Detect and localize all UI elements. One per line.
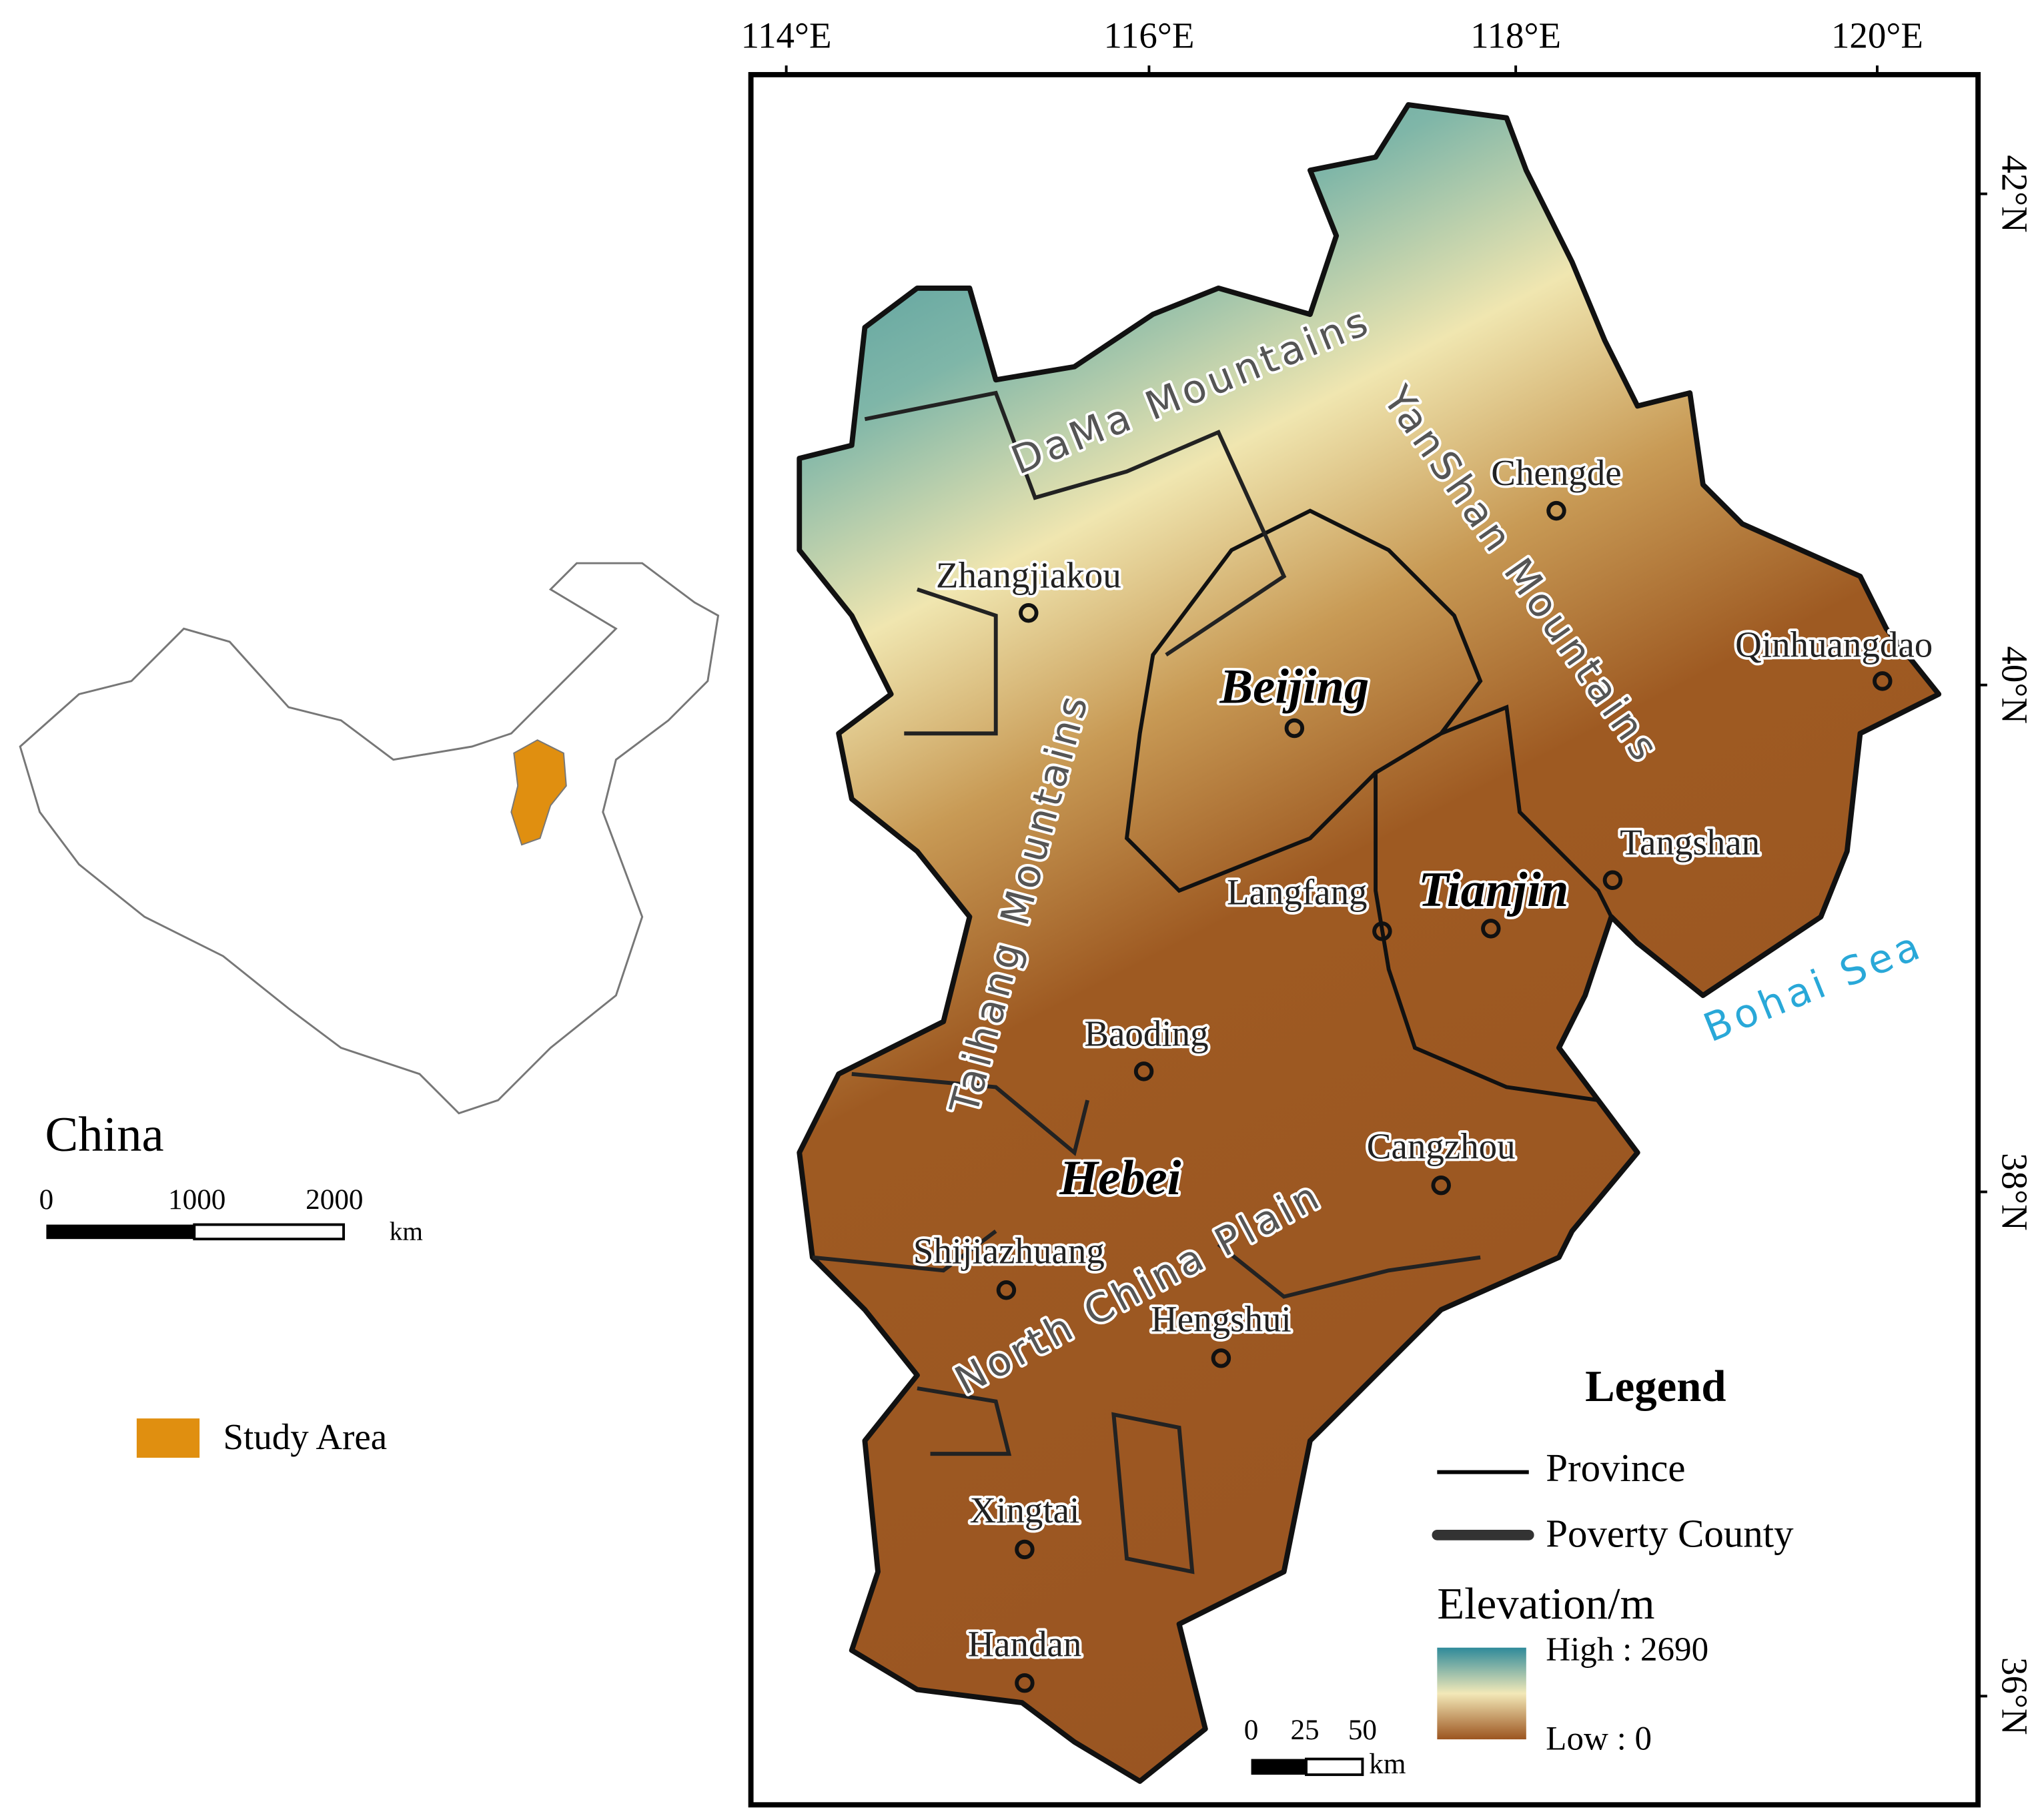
lon-label: 116°E [1103, 15, 1194, 56]
scale-bar [1251, 1759, 1307, 1775]
city-marker [1015, 1673, 1035, 1693]
city-marker [1431, 1175, 1451, 1196]
scale-unit: km [1369, 1749, 1406, 1780]
lon-label: 114°E [741, 15, 832, 56]
city-marker [1873, 671, 1893, 691]
province-label: Beijing [1219, 660, 1369, 715]
city-marker [1372, 921, 1392, 941]
city-label: Handan [967, 1623, 1081, 1664]
capital-marker [1481, 919, 1501, 939]
city-marker [1602, 870, 1623, 890]
capital-marker [1284, 718, 1305, 739]
lon-label: 120°E [1831, 15, 1923, 56]
legend-label: High : 2690 [1546, 1631, 1708, 1669]
scale-label: 1000 [168, 1184, 225, 1216]
scale-label: 0 [1244, 1715, 1259, 1746]
county-boundary [812, 390, 1481, 1574]
lat-label: 36°N [1995, 1657, 2035, 1735]
city-label: Baoding [1084, 1013, 1208, 1053]
city-marker [996, 1280, 1017, 1300]
legend-swatch [136, 1418, 200, 1458]
legend-title: Legend [1585, 1362, 1726, 1411]
city-label: Xingtai [970, 1490, 1080, 1530]
lat-label: 40°N [1995, 646, 2035, 724]
province-label: Tianjin [1418, 863, 1568, 917]
legend-label: Province [1546, 1446, 1685, 1490]
inset-title: China [45, 1107, 163, 1162]
province-label: Hebei [1059, 1151, 1181, 1206]
scale-bar [193, 1223, 346, 1241]
city-label: Chengde [1491, 452, 1621, 493]
elevation-ramp [1437, 1647, 1526, 1740]
lat-label: 42°N [1995, 155, 2035, 233]
city-label: Tangshan [1620, 822, 1760, 863]
study-area [510, 739, 567, 846]
city-label: Hengshui [1151, 1298, 1292, 1339]
china-outline [19, 562, 720, 1115]
legend-subtitle: Elevation/m [1437, 1580, 1654, 1629]
scale-label: 50 [1348, 1715, 1377, 1746]
scale-bar [1305, 1757, 1364, 1777]
city-marker [1211, 1348, 1231, 1368]
study-region [797, 102, 1942, 1784]
scale-label: 2000 [306, 1184, 363, 1216]
city-label: Cangzhou [1367, 1125, 1516, 1166]
city-marker [1019, 603, 1039, 623]
city-label: Langfang [1227, 871, 1368, 912]
city-label: Zhangjiakou [936, 554, 1121, 595]
city-marker [1133, 1061, 1154, 1081]
scale-bar [46, 1224, 195, 1240]
scale-unit: km [390, 1217, 423, 1246]
legend-label: Study Area [223, 1416, 387, 1457]
province-boundary [1124, 508, 1614, 1103]
legend-label: Poverty County [1546, 1512, 1794, 1555]
city-marker [1546, 500, 1566, 521]
lon-label: 118°E [1470, 15, 1561, 56]
city-marker [1015, 1539, 1035, 1560]
lat-label: 38°N [1995, 1153, 2035, 1231]
city-label: Qinhuangdao [1735, 624, 1933, 664]
scale-label: 0 [39, 1184, 54, 1216]
scale-label: 25 [1290, 1715, 1319, 1746]
legend-label: Low : 0 [1546, 1721, 1652, 1758]
city-label: Shijiazhuang [913, 1230, 1105, 1271]
